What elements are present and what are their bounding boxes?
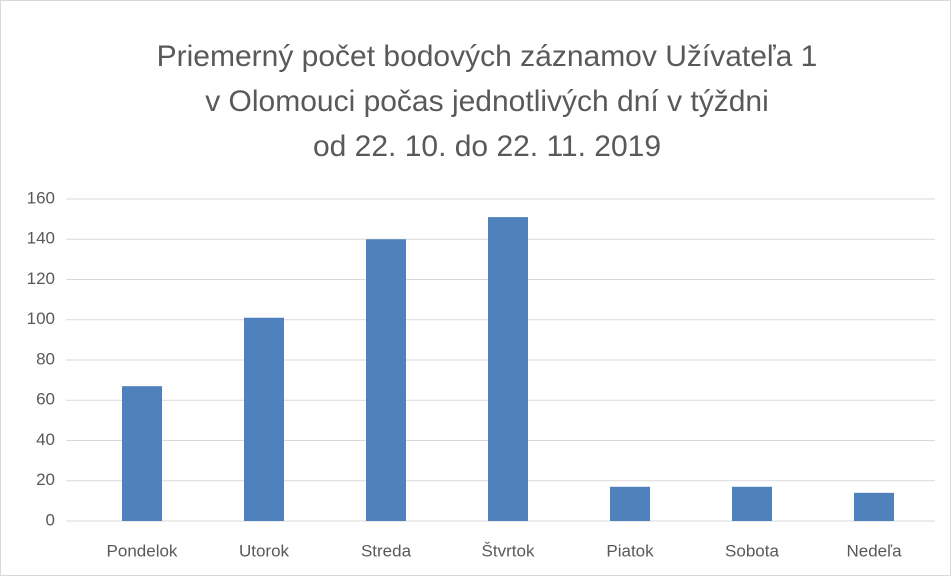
y-tick-label: 140 [27,229,55,248]
y-tick-label: 160 [27,188,55,207]
x-tick-label: Sobota [725,541,779,560]
y-tick-label: 40 [36,430,55,449]
y-tick-label: 120 [27,269,55,288]
bar [122,386,162,521]
bar [244,317,284,521]
bar [610,486,650,521]
x-tick-label: Pondelok [107,541,178,560]
y-tick-label: 80 [36,349,55,368]
chart-title: Priemerný počet bodových záznamov Užívat… [157,40,818,73]
bar [488,217,528,522]
x-tick-label: Streda [361,541,412,560]
bar [732,486,772,521]
x-tick-label: Piatok [606,541,654,560]
bar [854,492,894,521]
y-tick-label: 60 [36,390,55,409]
x-tick-label: Nedeľa [846,541,902,560]
x-tick-label: Utorok [239,541,290,560]
chart-title: v Olomouci počas jednotlivých dní v týžd… [205,85,769,118]
y-tick-label: 100 [27,309,55,328]
chart-title: od 22. 10. do 22. 11. 2019 [313,130,661,163]
bar [366,239,406,521]
y-tick-label: 20 [36,470,55,489]
y-tick-label: 0 [46,510,55,529]
x-tick-label: Štvrtok [482,541,535,560]
